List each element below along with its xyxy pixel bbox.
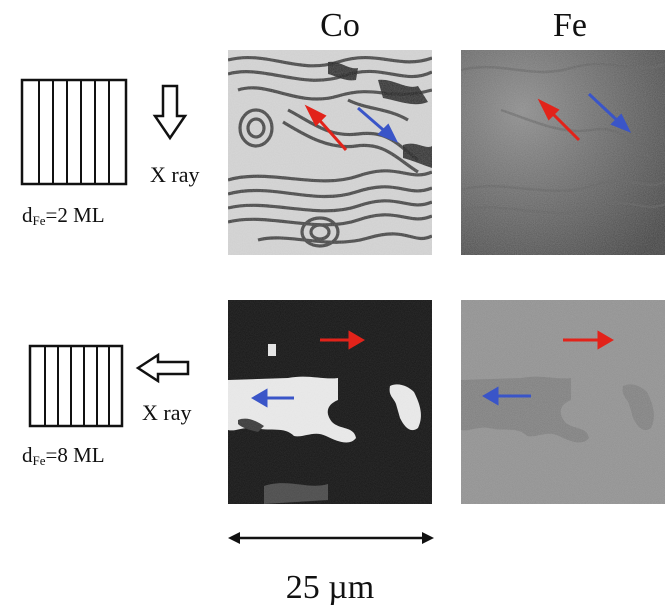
fe-image-2ml xyxy=(461,50,665,255)
scale-bar-label: 25 µm xyxy=(285,569,375,606)
scale-bar-arrow-icon xyxy=(228,532,434,544)
thickness-label-top: dFe=2 ML xyxy=(22,203,105,228)
xray-down-arrow-icon xyxy=(152,84,188,141)
thickness-label-bottom: dFe=8 ML xyxy=(22,443,105,468)
xray-left-arrow-icon xyxy=(135,352,190,384)
column-header-fe: Fe xyxy=(553,7,587,44)
xray-label-top: X ray xyxy=(150,162,200,187)
co-image-2ml xyxy=(228,50,432,255)
column-header-co: Co xyxy=(320,7,360,44)
fe-image-8ml xyxy=(461,300,665,504)
stripe-sample-icon-bottom xyxy=(28,344,124,428)
co-image-8ml xyxy=(228,300,432,504)
xray-label-bottom: X ray xyxy=(142,400,192,425)
stripe-sample-icon-top xyxy=(20,78,128,186)
